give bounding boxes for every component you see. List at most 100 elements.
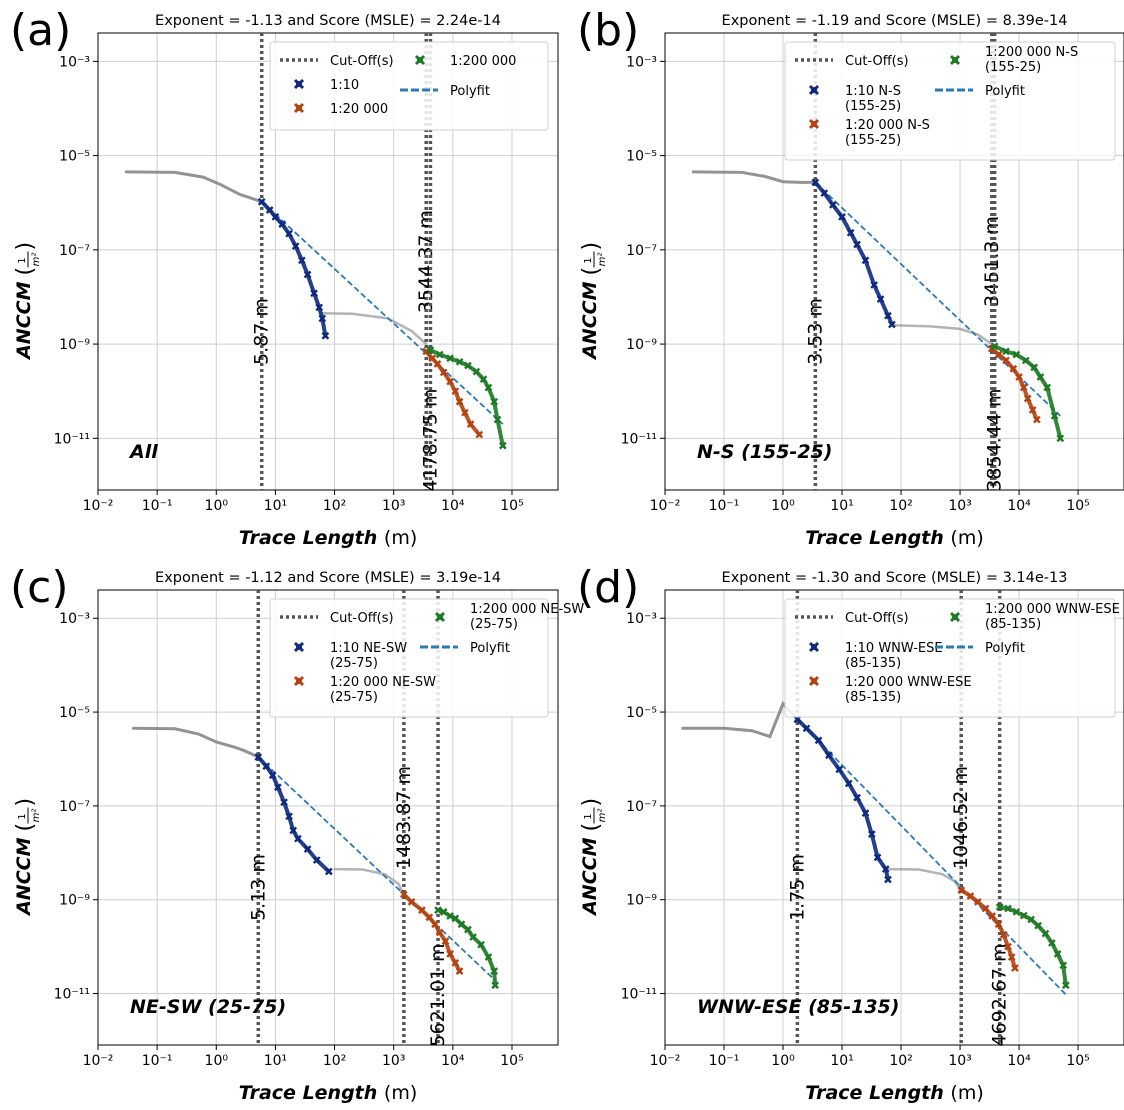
y-tick-label: 10⁻¹¹ (621, 431, 657, 447)
grey-curve-small-scale (132, 726, 260, 759)
polyfit-line (814, 181, 1061, 417)
data-point (1023, 394, 1032, 403)
y-axis-label: ANCCM (1 m²) (579, 242, 608, 361)
panel-title: Exponent = -1.12 and Score (MSLE) = 3.19… (155, 570, 501, 586)
y-axis-label: ANCCM (1 m²) (13, 242, 42, 361)
data-point (966, 892, 975, 900)
legend-box (784, 41, 1116, 161)
data-point (999, 930, 1008, 939)
data-point (310, 289, 318, 298)
set-label: WNW-ESE (85-135) (697, 996, 899, 1018)
data-point (957, 886, 966, 894)
data-point (257, 197, 266, 206)
grey-curve-mid-scale (886, 867, 963, 892)
y-axis-unit-num: 1 (583, 257, 594, 263)
series-orange (987, 344, 1041, 424)
cutoff-label: 3544.37 m (415, 210, 437, 313)
y-tick-label: 10⁻³ (626, 54, 657, 70)
legend-box (269, 598, 549, 718)
data-point (1012, 350, 1021, 359)
y-tick-label: 10⁻⁵ (626, 705, 657, 721)
series-green (434, 906, 500, 990)
data-point (479, 375, 488, 384)
data-point (472, 367, 481, 376)
data-point (1050, 411, 1059, 420)
legend-series1-label: 1:10 (330, 78, 359, 93)
y-tick-label: 10⁻⁷ (59, 243, 90, 259)
data-point (321, 331, 330, 340)
polyfit-line (257, 756, 495, 981)
y-tick-label: 10⁻⁹ (626, 893, 657, 909)
set-label: N-S (155-25) (697, 441, 832, 463)
y-axis-paren-close: ) (13, 242, 38, 251)
cutoff-label: 3451.3 m (981, 216, 1003, 307)
data-point (285, 229, 293, 238)
y-axis-label-text: ANCCM (579, 281, 601, 360)
grey-curve-small-scale (124, 170, 264, 204)
legend-series3-label: 1:200 000 N-S (155-25) (985, 45, 1078, 75)
legend-polyfit-label: Polyfit (470, 641, 510, 656)
data-point (289, 826, 298, 835)
data-point (1004, 904, 1012, 913)
series-blue (811, 178, 896, 329)
data-point (265, 206, 274, 214)
data-point (324, 867, 333, 876)
legend-series2-swatch-dot (811, 121, 817, 127)
data-point (1002, 356, 1010, 365)
series-green (426, 346, 507, 450)
data-point (315, 303, 324, 312)
legend-series3-label: 1:200 000 NE-SW (25-75) (470, 602, 584, 632)
y-axis-label-text: ANCCM (13, 837, 35, 916)
y-tick-label: 10⁻⁵ (626, 149, 657, 165)
data-point (426, 346, 435, 354)
data-point (294, 834, 302, 843)
grey-curve-small-scale (681, 701, 799, 739)
series-blue (793, 715, 892, 884)
data-point (820, 189, 829, 197)
y-tick-label: 10⁻³ (59, 54, 90, 70)
data-point (1043, 383, 1052, 392)
legend-cutoff-label: Cut-Off(s) (330, 54, 394, 69)
data-point (838, 213, 846, 221)
data-point (461, 408, 469, 417)
x-tick-label: 10⁻¹ (142, 498, 173, 514)
y-axis-unit-num: 1 (17, 813, 28, 819)
x-tick-label: 10⁴ (441, 1053, 465, 1069)
data-point (814, 736, 823, 745)
panel-d: 10⁻² 10⁻¹ 10⁰ 10¹ 10² 10³ 10⁴ 10⁵ 10⁻¹¹ 10⁻⁹ 10⁻⁷ 1… (577, 562, 1124, 1104)
data-point (888, 320, 896, 329)
y-axis-label: ANCCM (1 m²) (579, 798, 608, 917)
legend-polyfit-label: Polyfit (985, 641, 1025, 656)
y-axis-paren-open: ( (13, 823, 38, 832)
data-point (312, 856, 321, 864)
y-axis-unit-den: m² (31, 809, 42, 823)
data-point (844, 779, 853, 788)
polyfit-line (261, 201, 504, 425)
data-point (431, 920, 439, 929)
data-point (464, 361, 472, 370)
y-axis-label-text: ANCCM (579, 837, 601, 916)
panel-b: 10⁻² 10⁻¹ 10⁰ 10¹ 10² 10³ 10⁴ 10⁵ 10⁻¹¹ 10⁻⁹ 10⁻⁷ 1… (577, 5, 1124, 549)
data-point (1007, 953, 1016, 961)
x-axis-label: Trace Length (m) (239, 1082, 418, 1104)
legend-series3-swatch-dot (437, 614, 443, 620)
y-axis-paren-close: ) (13, 798, 38, 807)
legend-polyfit-label: Polyfit (450, 84, 490, 99)
axes-frame (664, 589, 1124, 1046)
x-tick-label: 10⁵ (500, 498, 523, 514)
y-tick-label: 10⁻⁹ (59, 893, 90, 909)
cutoff-label: 4178.75 m (419, 388, 441, 491)
x-tick-label: 10⁰ (205, 1053, 229, 1069)
data-point (446, 950, 454, 958)
legend-series1-label: 1:10 NE-SW (25-75) (330, 641, 407, 671)
x-tick-label: 10⁻¹ (709, 1053, 740, 1069)
data-point (1061, 981, 1070, 990)
y-tick-label: 10⁻⁷ (626, 799, 657, 815)
data-point (1015, 373, 1023, 381)
panel-letter: (b) (577, 5, 639, 56)
data-point (298, 256, 306, 265)
data-point (455, 397, 464, 406)
data-point (876, 295, 885, 303)
legend-series2-swatch-dot (811, 678, 817, 684)
